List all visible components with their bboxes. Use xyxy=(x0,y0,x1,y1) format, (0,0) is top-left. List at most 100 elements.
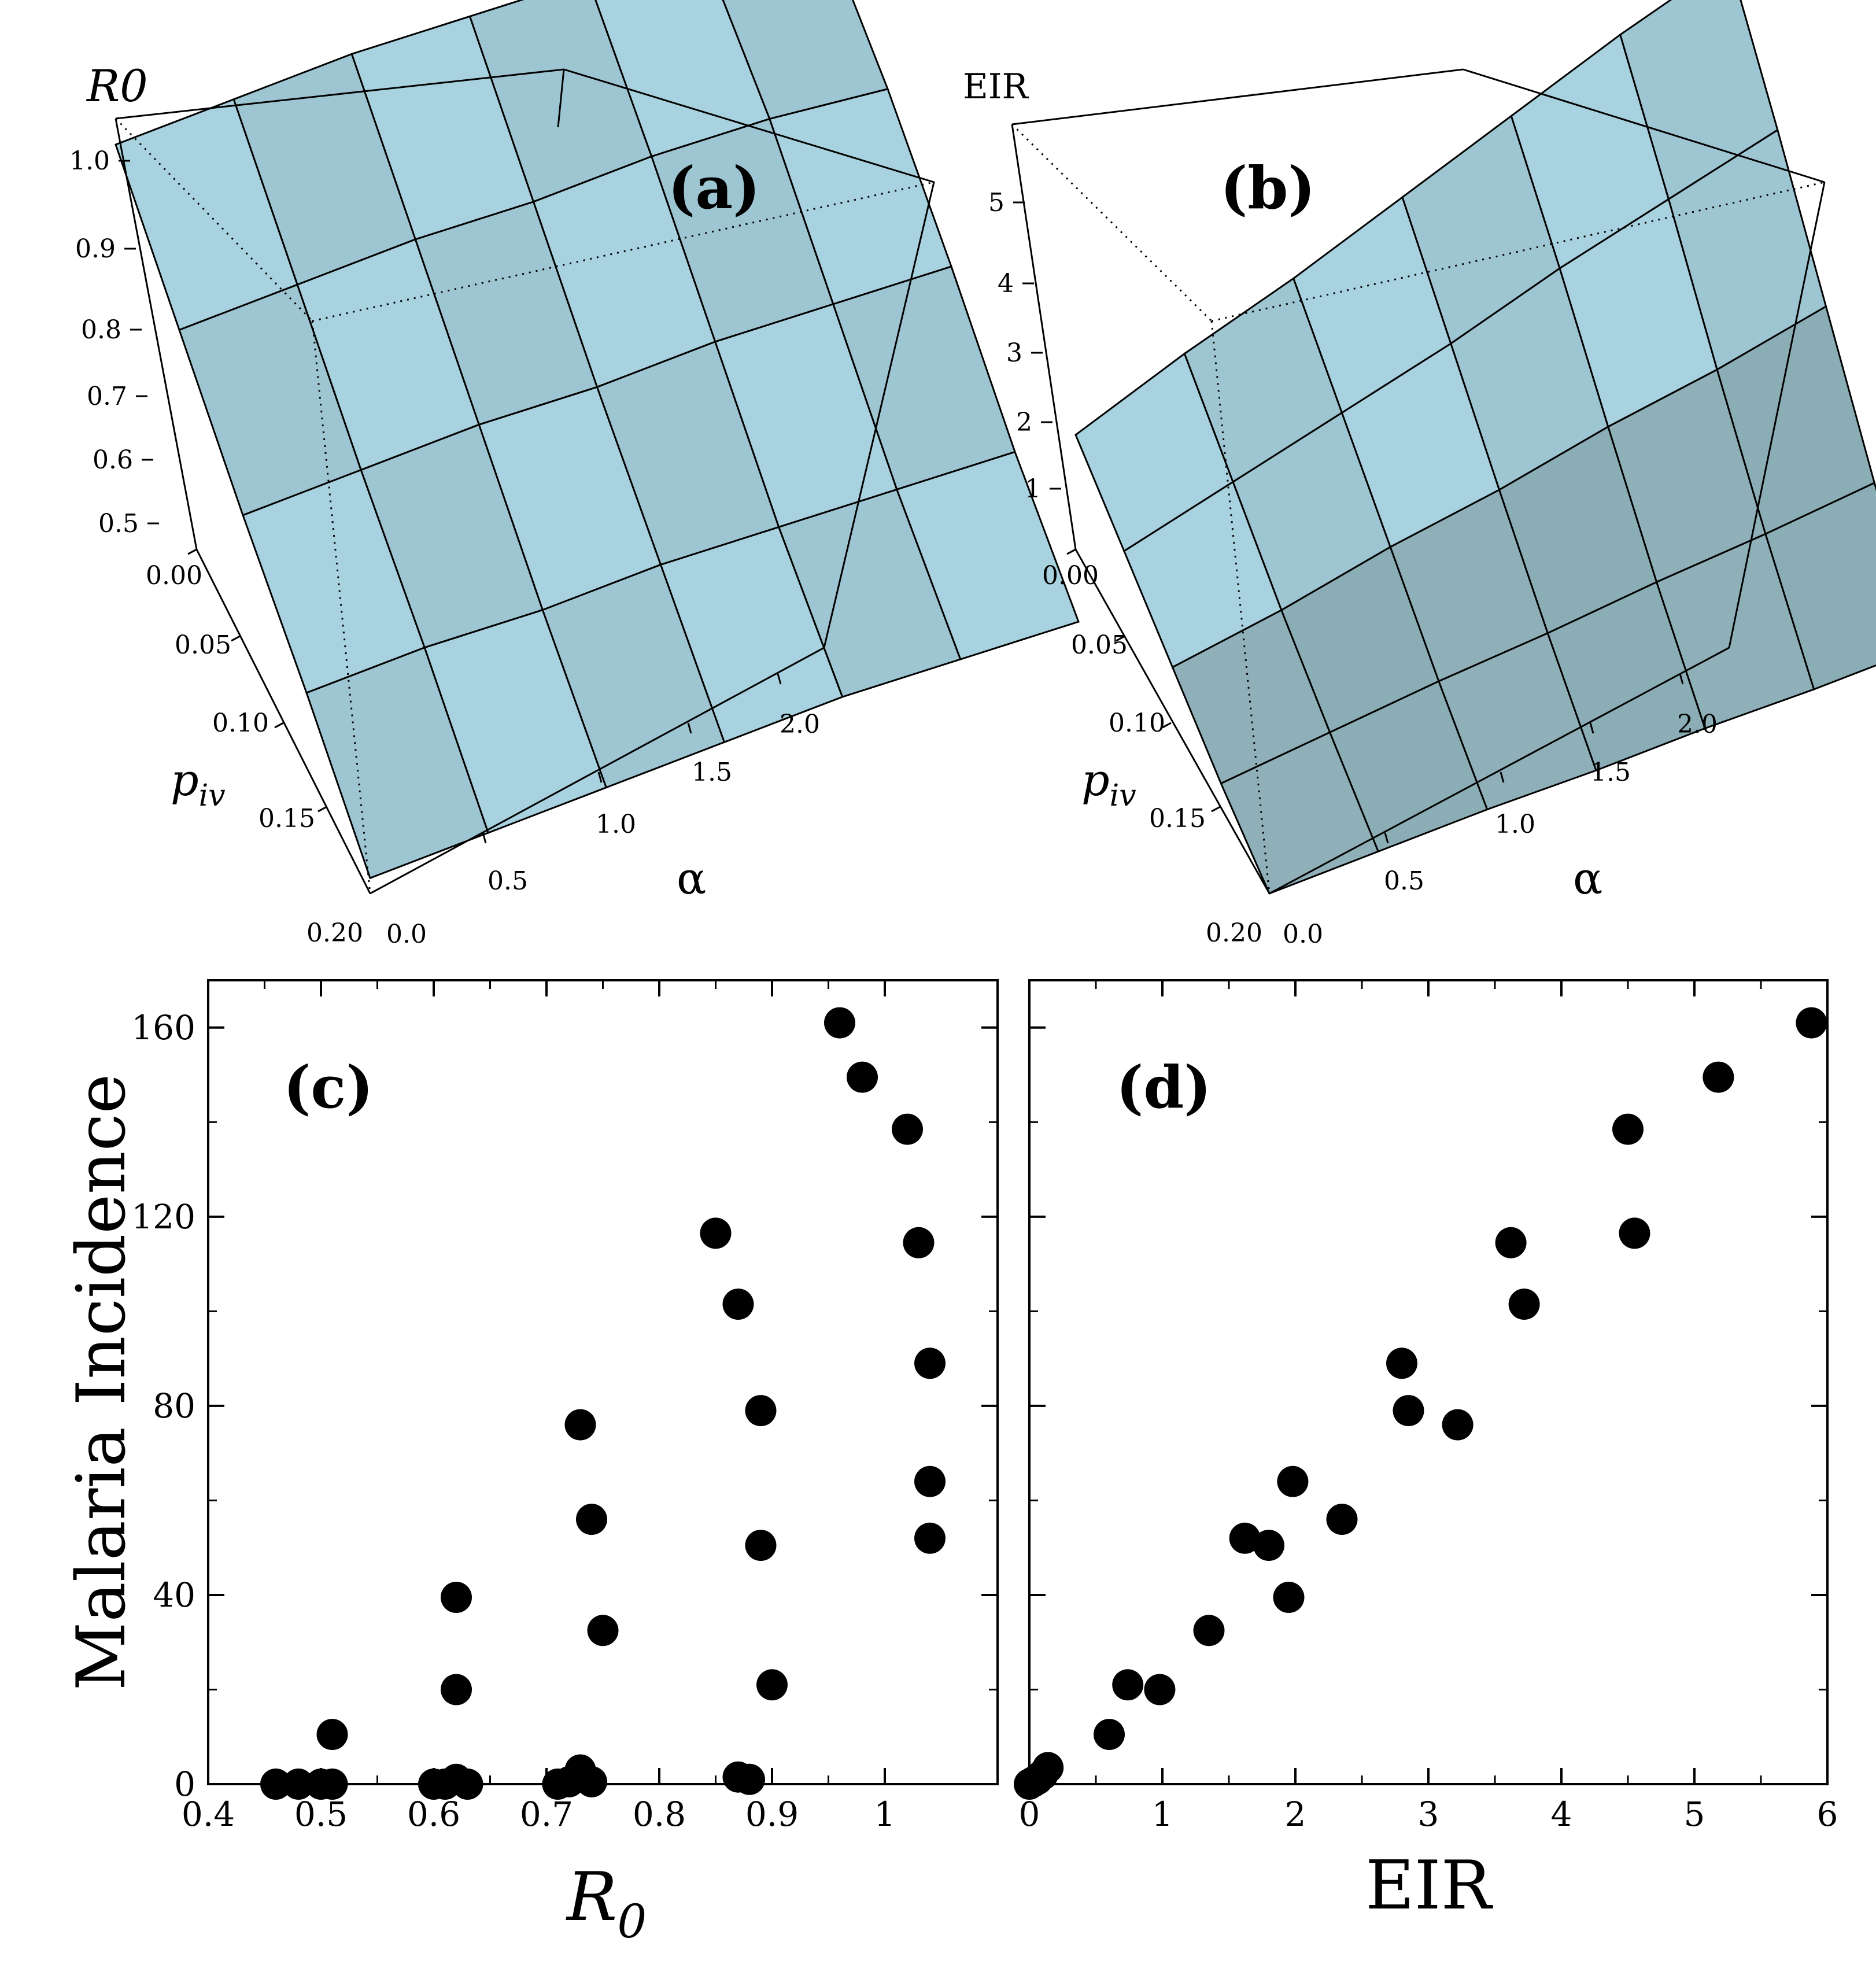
data-point xyxy=(1393,1395,1424,1427)
surface-a-x-tick-label: 1.0 xyxy=(596,810,636,839)
data-point xyxy=(745,1395,777,1427)
surface-panel-b: 1 2 3 4 5 EIR 0.00 0.05 0.10 0.15 0.20 p… xyxy=(963,0,1876,949)
y-tick-label: 120 xyxy=(131,1197,195,1236)
data-point xyxy=(1277,1465,1309,1497)
surface-a-hidden-edges xyxy=(115,117,935,894)
surface-a-y-ticks xyxy=(187,548,327,813)
data-point xyxy=(587,1615,619,1646)
data-point xyxy=(903,1227,935,1258)
data-point xyxy=(1229,1522,1261,1554)
data-point xyxy=(824,1007,855,1039)
x-tick-label: 3 xyxy=(1418,1795,1439,1834)
x-axis-label-d: EIR xyxy=(1365,1847,1494,1925)
data-point xyxy=(283,1769,314,1800)
surface-a-z-tick-label: 0.8 xyxy=(81,315,121,345)
data-point xyxy=(914,1522,946,1554)
data-point xyxy=(1326,1504,1358,1535)
x-tick-label: 1 xyxy=(1152,1795,1173,1834)
x-tick-label: 4 xyxy=(1551,1795,1572,1834)
data-point xyxy=(734,1763,765,1795)
surface-a-y-tick-label: 0.20 xyxy=(306,918,363,948)
data-point xyxy=(441,1582,472,1613)
surface-a-y-tick-label: 0.00 xyxy=(146,561,202,590)
data-point xyxy=(564,1409,596,1441)
surface-b-z-tick-label: 4 xyxy=(998,269,1014,298)
x-tick-label: 2 xyxy=(1285,1795,1306,1834)
surface-a-y-tick-label: 0.10 xyxy=(212,708,269,738)
data-point xyxy=(1619,1217,1650,1249)
data-point xyxy=(1703,1061,1734,1093)
x-axis-label-c: R0 xyxy=(566,1858,647,1948)
surface-a-x-tick-label: 0.0 xyxy=(386,920,427,949)
surface-b-x-tick-label: 2.0 xyxy=(1677,710,1718,739)
panel-label-b: (b) xyxy=(1220,154,1316,222)
data-point xyxy=(914,1465,946,1497)
x-tick-label: 0.8 xyxy=(633,1795,686,1834)
data-points-d xyxy=(1014,1007,1827,1800)
surface-b-z-tick-label: 3 xyxy=(1006,338,1022,368)
x-tick-label: 0.9 xyxy=(745,1795,799,1834)
data-point xyxy=(441,1674,472,1705)
surface-a-x-tick-label: 0.5 xyxy=(488,866,528,896)
data-point xyxy=(1273,1582,1305,1613)
data-point xyxy=(1495,1227,1527,1258)
data-point xyxy=(847,1061,878,1093)
data-point xyxy=(576,1504,607,1535)
surface-b-x-label: α xyxy=(1573,852,1602,904)
surface-b-hidden-edges xyxy=(1011,123,1825,894)
surface-b-x-tick-label: 0.0 xyxy=(1283,920,1323,949)
y-tick-label: 80 xyxy=(153,1386,195,1426)
surface-panel-a: 0.5 0.6 0.7 0.8 0.9 1.0 R0 0.00 0.05 0.1… xyxy=(69,0,1080,949)
axis-ticks-d: 0 1 2 3 4 5 6 xyxy=(1019,980,1838,1834)
surface-b-x-tick-label: 1.5 xyxy=(1590,758,1631,787)
x-tick-label: 0.5 xyxy=(294,1795,348,1834)
data-point xyxy=(700,1217,732,1249)
data-points-c xyxy=(260,1007,946,1800)
surface-b-y-tick-label: 0.00 xyxy=(1042,561,1099,590)
surface-b-y-label: piv xyxy=(1081,754,1136,813)
surface-a-z-tick-label: 1.0 xyxy=(69,146,110,176)
data-point xyxy=(756,1669,788,1701)
surface-a-y-label: piv xyxy=(171,754,226,813)
data-point xyxy=(316,1769,348,1800)
x-tick-label: 0 xyxy=(1019,1795,1040,1834)
surface-a-x-tick-label: 1.5 xyxy=(692,758,732,787)
x-tick-label: 5 xyxy=(1684,1795,1705,1834)
surface-b-mesh xyxy=(1074,0,1876,895)
panel-label-c: (c) xyxy=(283,1053,374,1121)
surface-a-x-tick-label: 2.0 xyxy=(780,710,820,739)
y-tick-label: 40 xyxy=(153,1575,195,1615)
surface-b-x-ticks xyxy=(1384,673,1684,844)
surface-a-y-tick-label: 0.15 xyxy=(258,804,315,833)
data-point xyxy=(1112,1669,1144,1701)
surface-a-y-tick-label: 0.05 xyxy=(175,630,231,660)
surface-b-box xyxy=(1011,68,1826,895)
surface-a-mesh xyxy=(115,0,1080,880)
data-point xyxy=(722,1289,754,1320)
x-tick-label: 6 xyxy=(1817,1795,1838,1834)
data-point xyxy=(1094,1719,1125,1751)
data-point xyxy=(892,1113,923,1145)
panel-label-d: (d) xyxy=(1116,1053,1212,1121)
data-point xyxy=(745,1530,777,1561)
y-tick-label: 0 xyxy=(174,1764,195,1804)
surface-a-z-ticks xyxy=(119,160,159,525)
y-tick-label: 160 xyxy=(131,1008,195,1047)
panel-label-a: (a) xyxy=(668,154,760,222)
data-point xyxy=(260,1769,291,1800)
surface-b-y-tick-label: 0.20 xyxy=(1206,918,1262,948)
surface-a-z-tick-label: 0.9 xyxy=(75,234,116,264)
surface-b-y-tick-label: 0.15 xyxy=(1149,804,1206,833)
data-point xyxy=(452,1769,483,1800)
data-point xyxy=(914,1348,946,1379)
data-point xyxy=(1193,1615,1225,1646)
data-point xyxy=(576,1766,607,1797)
y-axis-label-c: Malaria Incidence xyxy=(62,1074,141,1691)
surface-patch xyxy=(722,0,889,120)
surface-b-y-tick-label: 0.05 xyxy=(1071,630,1128,660)
surface-a-z-tick-label: 0.6 xyxy=(93,445,133,475)
surface-b-x-tick-label: 0.5 xyxy=(1384,866,1424,896)
surface-b-y-tick-label: 0.10 xyxy=(1109,708,1165,738)
surface-a-x-label: α xyxy=(677,852,706,904)
